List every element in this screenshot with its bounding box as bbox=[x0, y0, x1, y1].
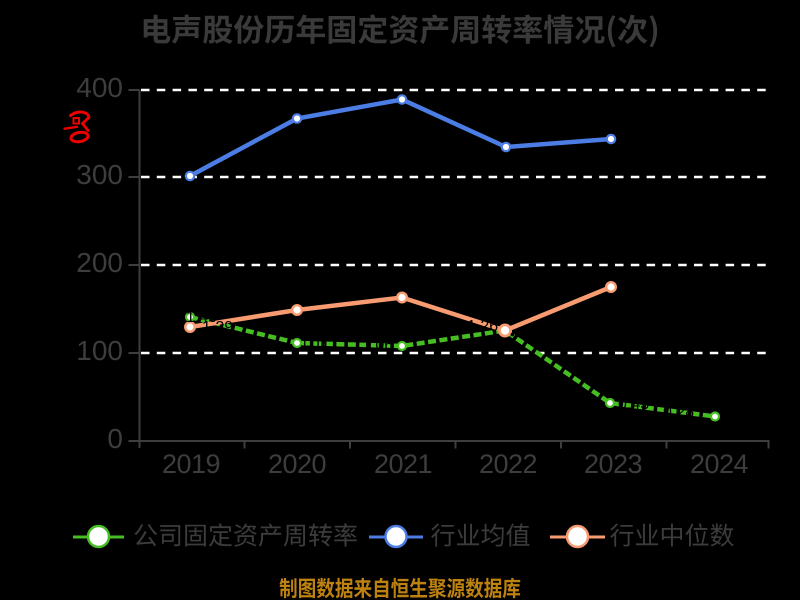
svg-text:2021: 2021 bbox=[374, 449, 432, 479]
svg-text:0.43: 0.43 bbox=[618, 396, 649, 413]
svg-text:2019: 2019 bbox=[162, 449, 220, 479]
svg-text:2024: 2024 bbox=[690, 449, 749, 479]
svg-text:2020: 2020 bbox=[268, 449, 326, 479]
svg-text:1.29: 1.29 bbox=[202, 319, 233, 336]
svg-text:300: 300 bbox=[76, 159, 123, 190]
svg-text:400: 400 bbox=[76, 72, 123, 103]
svg-text:2022: 2022 bbox=[479, 449, 537, 479]
svg-text:200: 200 bbox=[76, 247, 123, 278]
svg-text:1.26: 1.26 bbox=[467, 318, 498, 335]
svg-text:0: 0 bbox=[107, 423, 123, 454]
svg-text:1.40: 1.40 bbox=[186, 309, 217, 326]
svg-text:1.06: 1.06 bbox=[362, 337, 393, 354]
svg-text:0.28: 0.28 bbox=[663, 404, 694, 421]
svg-text:100: 100 bbox=[76, 335, 123, 366]
svg-text:1.11: 1.11 bbox=[300, 336, 330, 353]
svg-text:2023: 2023 bbox=[584, 449, 642, 479]
